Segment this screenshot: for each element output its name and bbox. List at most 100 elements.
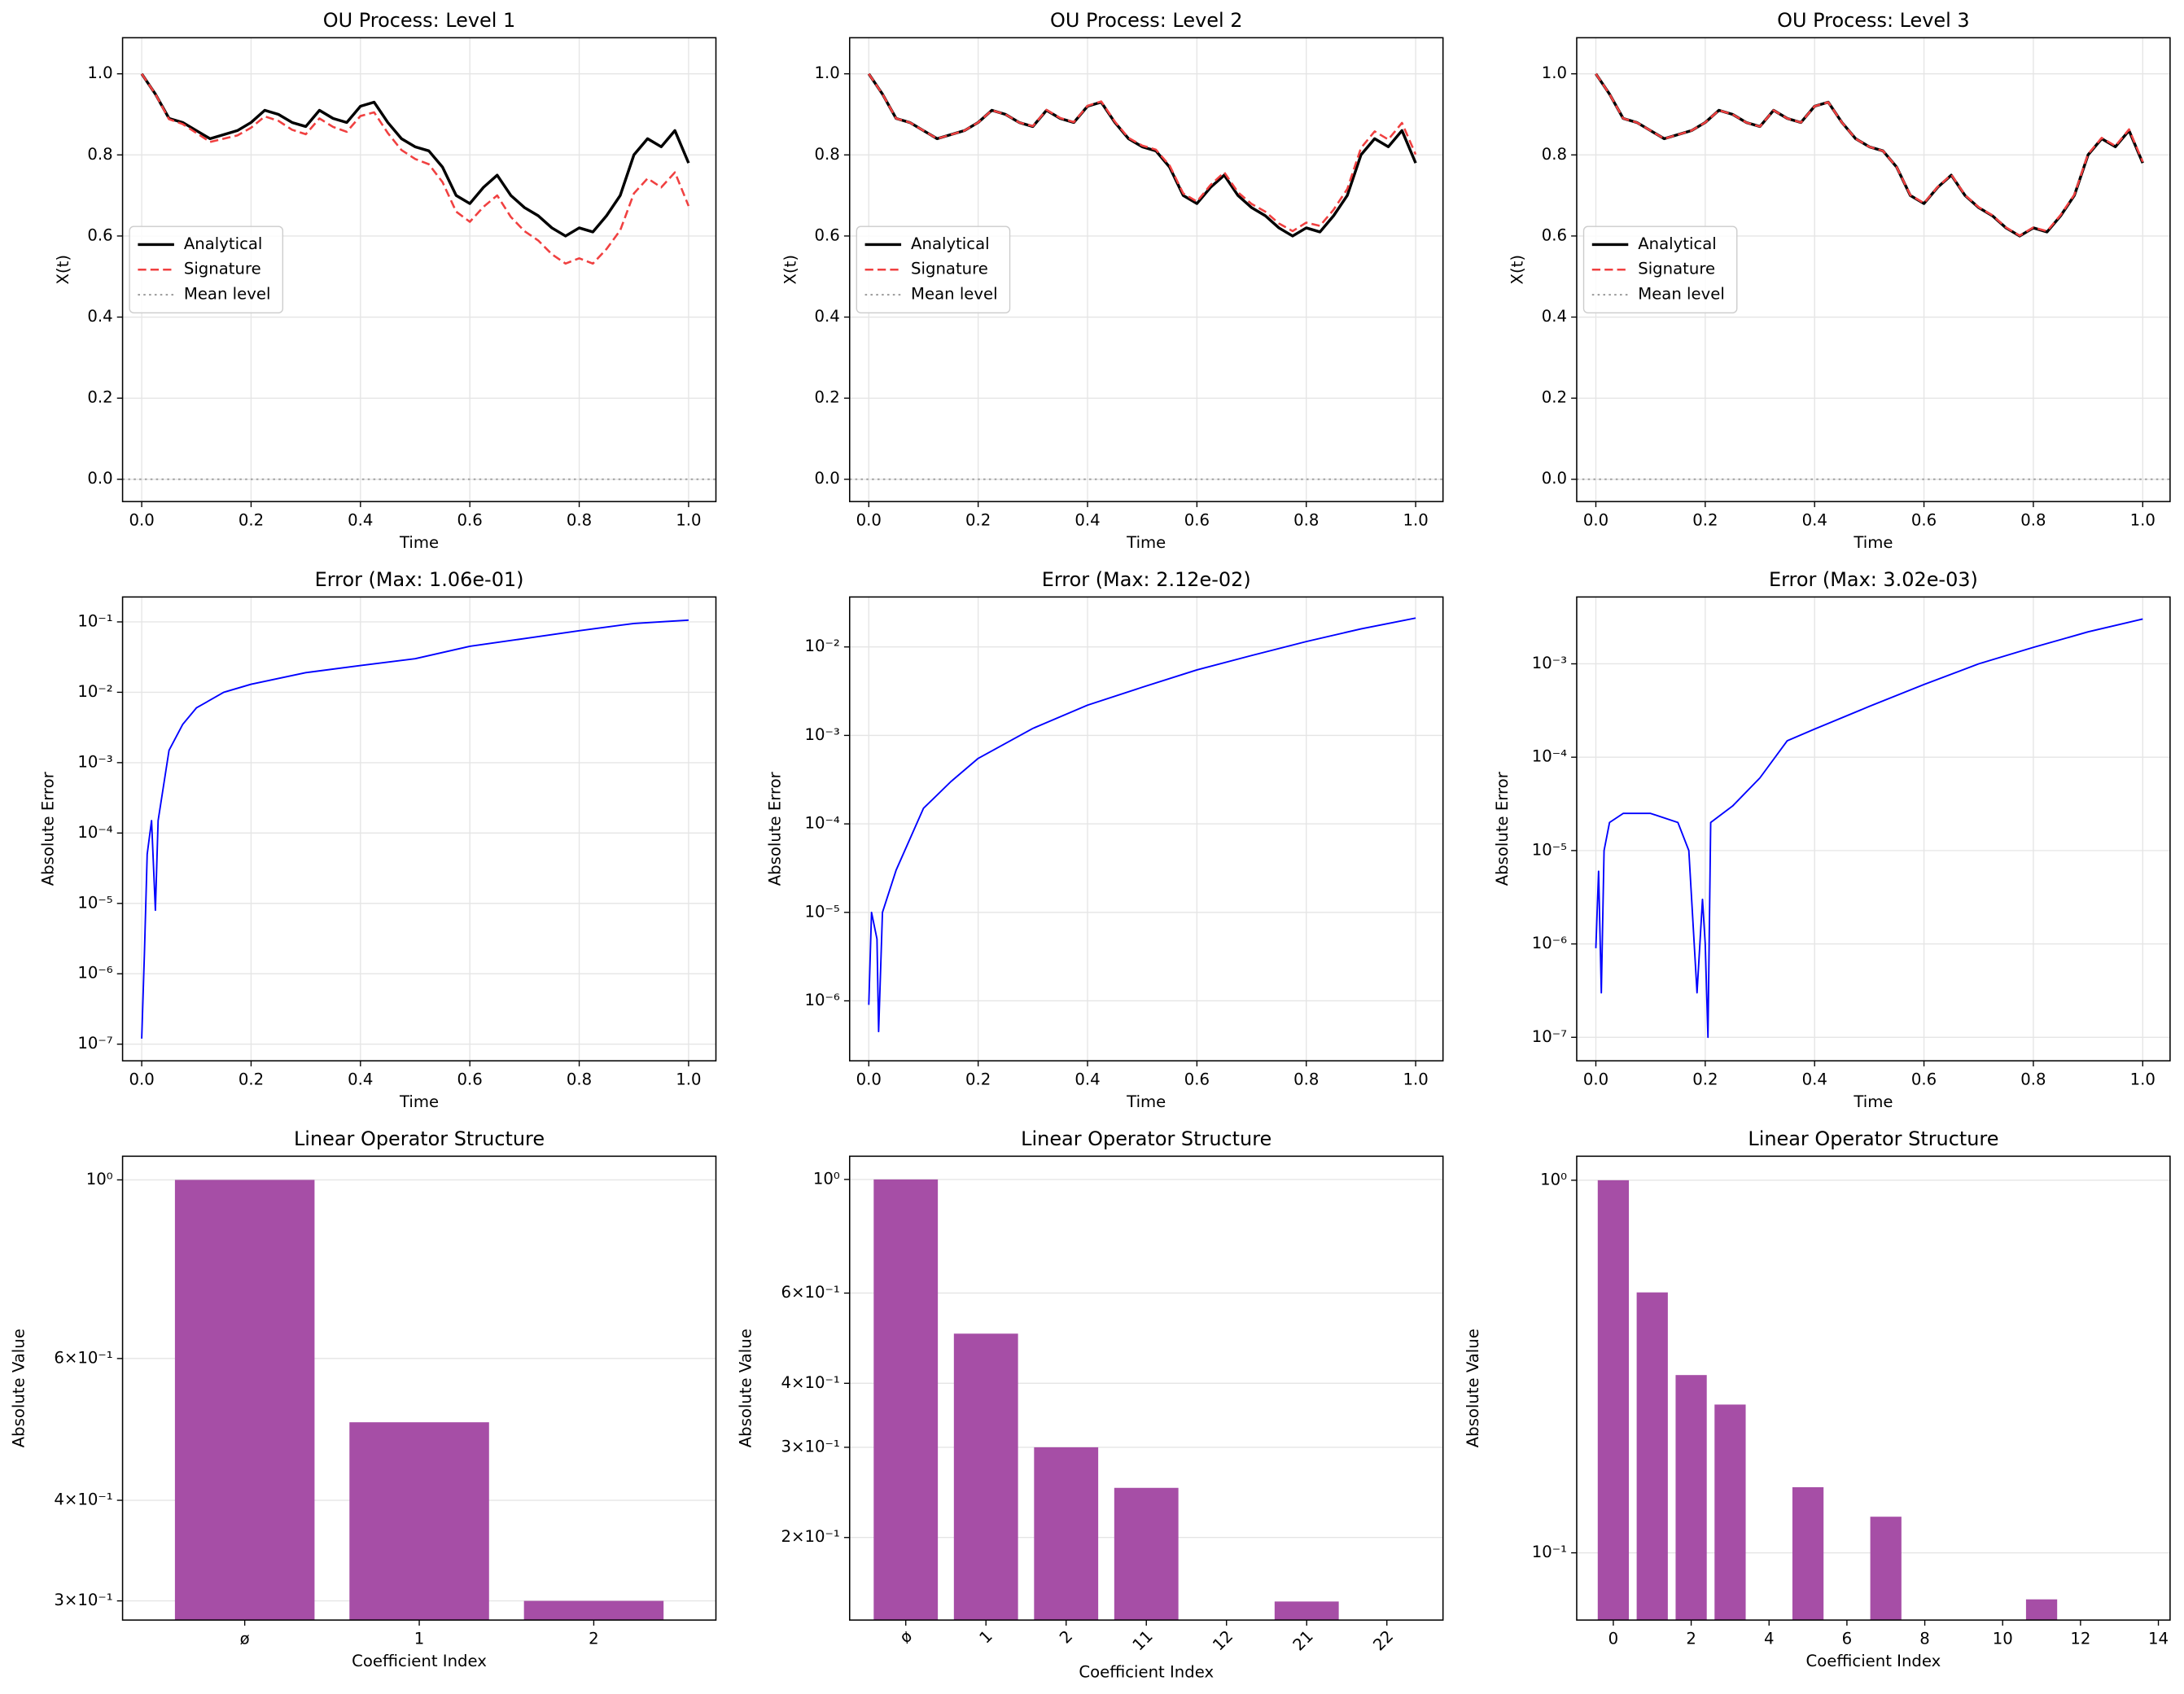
x-tick-label: 0.0 bbox=[129, 1070, 154, 1089]
panel: 10⁻¹ 10⁰ 0 2 4 6 8 10 12 14 Linear Operator Struct… bbox=[1464, 1127, 2171, 1670]
x-axis-label: Time bbox=[1853, 533, 1893, 552]
y-tick-label: 0.8 bbox=[1542, 145, 1567, 164]
x-axis-label: Time bbox=[1126, 1092, 1166, 1111]
axes-frame bbox=[121, 37, 717, 502]
x-tick-label: 0 bbox=[1608, 1630, 1619, 1648]
panel: 3×10⁻¹ 4×10⁻¹ 6×10⁻¹ 10⁰ ø 1 2 Linear Operator … bbox=[9, 1127, 717, 1670]
y-tick-label: 10⁻⁴ bbox=[1532, 747, 1567, 766]
y-tick-label: 10⁻⁶ bbox=[1532, 934, 1567, 952]
chart-title: Error (Max: 3.02e-03) bbox=[1769, 568, 1978, 591]
y-tick-label: 10⁻⁵ bbox=[805, 902, 840, 921]
legend-label: Signature bbox=[1638, 260, 1715, 278]
legend-label: Signature bbox=[911, 260, 988, 278]
legend-label: Analytical bbox=[184, 234, 263, 253]
axes-frame bbox=[121, 1155, 717, 1621]
y-tick-label: 10⁰ bbox=[1540, 1170, 1567, 1188]
x-tick-label: 0.0 bbox=[129, 511, 154, 530]
legend-box bbox=[856, 225, 1011, 313]
x-tick-label: 2 bbox=[1056, 1626, 1076, 1647]
panel: 10⁻⁶ 10⁻⁵ 10⁻⁴ 10⁻³ 10⁻² 0.0 0.2 0.4 0.6 0.8 1.0 Er… bbox=[766, 568, 1444, 1111]
chart-title: Linear Operator Structure bbox=[1748, 1127, 1998, 1150]
bar bbox=[1597, 1180, 1630, 1621]
y-tick-label: 10⁻⁶ bbox=[77, 964, 112, 983]
y-tick-label: 4×10⁻¹ bbox=[54, 1490, 112, 1509]
y-tick-label: 0.2 bbox=[1542, 388, 1567, 407]
x-tick-label: 1.0 bbox=[676, 511, 701, 530]
x-axis-label: Time bbox=[399, 1092, 439, 1111]
y-tick-label: 10⁻⁵ bbox=[77, 893, 112, 912]
x-tick-label: 11 bbox=[1129, 1626, 1157, 1654]
y-tick-label: 10⁻² bbox=[805, 637, 840, 655]
bar bbox=[523, 1600, 664, 1621]
y-tick-label: 10⁻³ bbox=[1532, 654, 1567, 672]
x-tick-label: 0.2 bbox=[1692, 1070, 1718, 1089]
x-tick-label: 22 bbox=[1369, 1626, 1397, 1654]
legend-label: Signature bbox=[184, 260, 261, 278]
bar bbox=[873, 1179, 939, 1621]
panel: 0.0 0.2 0.4 0.6 0.8 1.0 0.0 0.2 0.4 0.6 0.8 1.0 OU P… bbox=[781, 9, 1444, 552]
bar bbox=[2025, 1599, 2058, 1621]
chart-title: OU Process: Level 1 bbox=[323, 9, 515, 32]
y-tick-label: 1.0 bbox=[1542, 63, 1567, 82]
x-tick-label: 1 bbox=[976, 1626, 996, 1647]
chart-title: Error (Max: 1.06e-01) bbox=[315, 568, 524, 591]
plot-area bbox=[1576, 72, 2170, 480]
series-line bbox=[141, 72, 690, 265]
chart-title: OU Process: Level 3 bbox=[1777, 9, 1969, 32]
y-tick-label: 0.2 bbox=[87, 388, 112, 407]
y-axis-label: Absolute Error bbox=[38, 771, 57, 886]
y-axis-label: Absolute Error bbox=[766, 771, 785, 886]
bar bbox=[1114, 1487, 1179, 1621]
x-tick-label: 0.4 bbox=[1074, 1070, 1100, 1089]
y-tick-label: 0.4 bbox=[1542, 307, 1567, 326]
bar bbox=[349, 1422, 489, 1621]
x-tick-label: 0.4 bbox=[1074, 511, 1100, 530]
bar bbox=[1034, 1447, 1099, 1621]
legend-label: Mean level bbox=[1638, 285, 1725, 304]
legend-box bbox=[129, 225, 284, 313]
x-tick-label: 0.2 bbox=[239, 511, 264, 530]
x-tick-label: 10 bbox=[1993, 1630, 2013, 1648]
y-tick-label: 1.0 bbox=[87, 63, 112, 82]
y-axis-label: X(t) bbox=[781, 255, 799, 285]
y-axis-label: Absolute Value bbox=[1464, 1328, 1482, 1447]
x-axis-label: Time bbox=[399, 533, 439, 552]
plot-area bbox=[1597, 1180, 2058, 1621]
plot-area bbox=[141, 619, 689, 1039]
y-tick-label: 0.6 bbox=[87, 225, 112, 244]
y-axis-label: Absolute Value bbox=[9, 1328, 28, 1447]
y-tick-label: 0.6 bbox=[1542, 225, 1567, 244]
panel: 10⁻⁷ 10⁻⁶ 10⁻⁵ 10⁻⁴ 10⁻³ 0.0 0.2 0.4 0.6 0.8 1.0 Er… bbox=[1493, 568, 2171, 1111]
bar bbox=[1792, 1486, 1824, 1621]
legend-box bbox=[1582, 225, 1738, 313]
panel: 0.0 0.2 0.4 0.6 0.8 1.0 0.0 0.2 0.4 0.6 0.8 1.0 OU P… bbox=[1508, 9, 2171, 552]
x-tick-label: 0.8 bbox=[1293, 511, 1319, 530]
series-line bbox=[1595, 72, 2144, 237]
y-tick-label: 10⁻⁷ bbox=[77, 1034, 112, 1053]
legend-label: Analytical bbox=[1638, 234, 1717, 253]
x-tick-label: 1.0 bbox=[1403, 1070, 1428, 1089]
x-tick-label: 0.4 bbox=[348, 511, 373, 530]
y-tick-label: 0.8 bbox=[87, 145, 112, 164]
x-tick-label: 1.0 bbox=[676, 1070, 701, 1089]
legend: Analytical Signature Mean level bbox=[856, 225, 1011, 313]
bar bbox=[1636, 1292, 1668, 1621]
x-tick-label: 0.6 bbox=[1911, 511, 1937, 530]
axes-frame bbox=[848, 37, 1444, 502]
x-tick-label: 0.6 bbox=[1184, 1070, 1210, 1089]
y-tick-label: 10⁻⁵ bbox=[1532, 840, 1567, 859]
y-tick-label: 10⁻² bbox=[77, 682, 112, 701]
axes-frame bbox=[1576, 1155, 2171, 1621]
x-tick-label: 8 bbox=[1919, 1630, 1930, 1648]
panel: 0.0 0.2 0.4 0.6 0.8 1.0 0.0 0.2 0.4 0.6 0.8 1.0 OU P… bbox=[54, 9, 717, 552]
y-tick-label: 10⁻¹ bbox=[1532, 1543, 1567, 1561]
series-line bbox=[1595, 618, 2143, 1039]
x-tick-label: 0.2 bbox=[239, 1070, 264, 1089]
x-tick-label: 0.8 bbox=[567, 1070, 592, 1089]
x-tick-label: 0.0 bbox=[856, 511, 882, 530]
y-tick-label: 3×10⁻¹ bbox=[781, 1437, 840, 1455]
bar bbox=[953, 1333, 1018, 1621]
x-tick-label: 1.0 bbox=[2130, 1070, 2156, 1089]
